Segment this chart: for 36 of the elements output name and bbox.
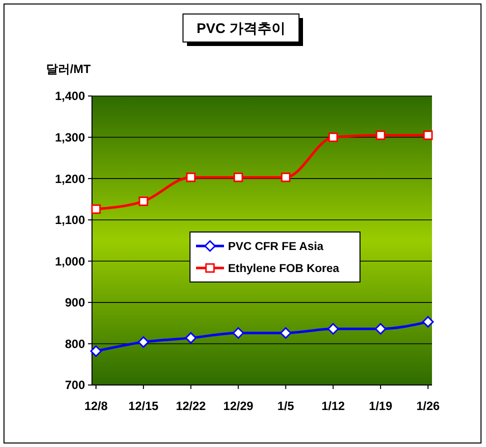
x-tick-label: 12/15: [128, 399, 159, 413]
x-tick-label: 1/12: [321, 399, 346, 413]
point: [280, 172, 290, 182]
y-tick-label: 700: [64, 378, 86, 392]
point: [138, 336, 150, 348]
point: [186, 172, 196, 182]
x-tick-label: 1/26: [416, 399, 440, 413]
point: [327, 323, 339, 335]
y-tick-label: 1,300: [54, 130, 86, 144]
legend-label: PVC CFR FE Asia: [228, 241, 324, 254]
point: [280, 327, 292, 339]
y-tick-label: 800: [64, 336, 86, 351]
point: [234, 172, 244, 182]
point: [90, 345, 102, 357]
point: [328, 132, 338, 142]
y-tick-label: 1,400: [54, 89, 86, 104]
y-axis-title: 달러/MT: [46, 62, 92, 76]
x-tick-label: 1/19: [368, 399, 393, 413]
chart-title: PVC 가격추이: [196, 20, 286, 36]
x-tick-label: 12/8: [84, 399, 108, 413]
y-tick-label: 900: [64, 296, 86, 310]
point: [374, 323, 386, 335]
point: [232, 327, 244, 339]
point: [138, 196, 148, 206]
x-tick-label: 12/29: [223, 399, 254, 413]
point: [376, 130, 386, 140]
y-tick-label: 1,000: [54, 254, 86, 268]
x-tick-label: 12/22: [176, 399, 206, 413]
point: [91, 204, 101, 214]
legend-label: Ethylene FOB Korea: [228, 263, 340, 276]
point: [185, 332, 197, 344]
y-tick-label: 1,200: [54, 172, 86, 186]
point: [423, 130, 433, 140]
y-tick-label: 1,100: [54, 213, 86, 228]
point: [422, 316, 434, 328]
x-tick-label: 1/5: [277, 399, 294, 413]
